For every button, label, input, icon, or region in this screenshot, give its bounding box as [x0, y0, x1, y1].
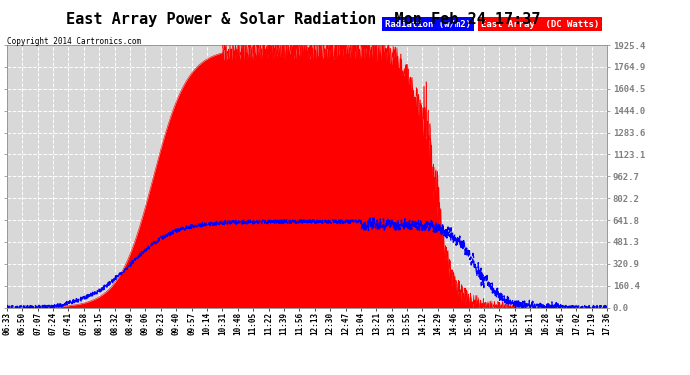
Text: East Array Power & Solar Radiation  Mon Feb 24 17:37: East Array Power & Solar Radiation Mon F… — [66, 11, 541, 27]
Text: Copyright 2014 Cartronics.com: Copyright 2014 Cartronics.com — [7, 38, 141, 46]
Text: Radiation (w/m2): Radiation (w/m2) — [385, 20, 471, 28]
Text: East Array  (DC Watts): East Array (DC Watts) — [481, 20, 600, 28]
